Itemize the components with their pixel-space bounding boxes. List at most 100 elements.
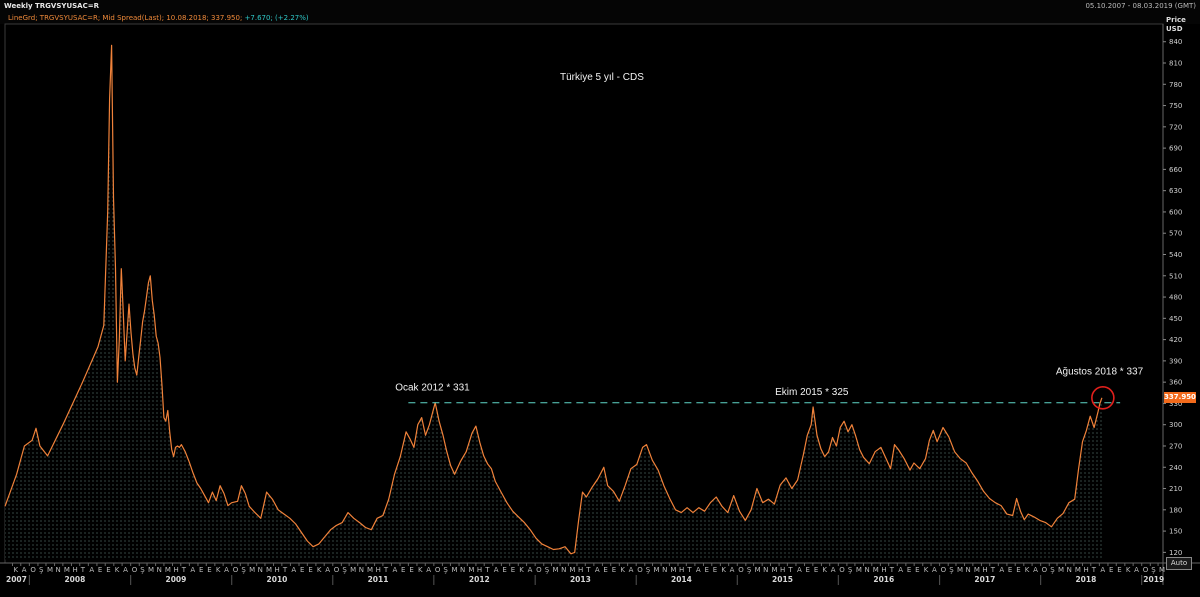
- date-range: 05.10.2007 - 08.03.2019 (GMT): [1085, 2, 1196, 10]
- x-month-label: O: [536, 566, 542, 574]
- x-month-label: E: [704, 566, 708, 574]
- x-month-label: E: [409, 566, 413, 574]
- plot-frame: [0, 23, 1200, 585]
- chart-title: Türkiye 5 yıl - CDS: [560, 72, 644, 83]
- x-month-label: Ş: [646, 566, 651, 574]
- x-month-label: E: [806, 566, 810, 574]
- x-month-label: A: [528, 566, 533, 574]
- x-month-label: E: [98, 566, 102, 574]
- instrument-title: Weekly TRGVSYUSAC=R: [4, 2, 99, 10]
- x-month-label: Ş: [1050, 566, 1055, 574]
- x-month-label: Ş: [443, 566, 448, 574]
- x-month-label: N: [1067, 566, 1072, 574]
- y-tick-label: 720: [1169, 123, 1182, 131]
- x-month-label: T: [686, 566, 692, 574]
- x-month-label: M: [148, 566, 154, 574]
- x-month-label: M: [569, 566, 575, 574]
- x-month-label: Ş: [39, 566, 44, 574]
- x-month-label: K: [1025, 566, 1030, 574]
- x-month-label: O: [30, 566, 36, 574]
- x-month-label: T: [484, 566, 490, 574]
- series-line: [4, 44, 1103, 555]
- x-month-label: O: [132, 566, 138, 574]
- x-month-label: Ş: [747, 566, 752, 574]
- x-month-label: M: [266, 566, 272, 574]
- legend-main: LineGrd; TRGVSYUSAC=R; Mid Spread(Last);…: [8, 14, 243, 22]
- x-year-label: 2015: [772, 575, 793, 584]
- y-tick-label: 360: [1169, 379, 1182, 387]
- x-month-label: A: [898, 566, 903, 574]
- currency-label: USD: [1166, 25, 1183, 33]
- x-month-label: A: [1033, 566, 1038, 574]
- x-month-label: N: [864, 566, 869, 574]
- x-month-label: M: [552, 566, 558, 574]
- x-month-label: H: [72, 566, 77, 574]
- chart-header: Weekly TRGVSYUSAC=R 05.10.2007 - 08.03.2…: [0, 0, 1200, 24]
- x-month-label: H: [780, 566, 785, 574]
- x-year-label: 2019: [1143, 575, 1164, 584]
- x-month-label: A: [831, 566, 836, 574]
- annotation-label: Ekim 2015 * 325: [775, 387, 849, 398]
- x-month-label: N: [966, 566, 971, 574]
- x-month-label: E: [612, 566, 616, 574]
- x-month-label: M: [670, 566, 676, 574]
- series-legend: LineGrd; TRGVSYUSAC=R; Mid Spread(Last);…: [8, 14, 309, 22]
- auto-scale-button[interactable]: Auto: [1166, 557, 1192, 570]
- x-month-label: H: [679, 566, 684, 574]
- x-month-label: T: [181, 566, 187, 574]
- x-month-label: T: [585, 566, 591, 574]
- x-month-label: K: [924, 566, 929, 574]
- x-month-label: A: [89, 566, 94, 574]
- x-year-label: 2009: [165, 575, 186, 584]
- x-month-label: N: [258, 566, 263, 574]
- x-month-label: K: [115, 566, 120, 574]
- x-month-label: Ş: [949, 566, 954, 574]
- series-area: [4, 44, 1103, 560]
- x-month-label: A: [629, 566, 634, 574]
- x-month-label: H: [1083, 566, 1088, 574]
- x-month-label: Ş: [545, 566, 550, 574]
- x-month-label: K: [822, 566, 827, 574]
- x-month-label: E: [713, 566, 717, 574]
- y-tick-label: 480: [1169, 294, 1182, 302]
- x-month-label: H: [477, 566, 482, 574]
- x-month-label: T: [1091, 566, 1097, 574]
- y-tick-label: 450: [1169, 315, 1182, 323]
- y-tick-label: 120: [1169, 549, 1182, 557]
- x-month-label: Ş: [342, 566, 347, 574]
- x-month-label: A: [730, 566, 735, 574]
- x-month-label: E: [511, 566, 515, 574]
- x-month-label: N: [662, 566, 667, 574]
- x-month-label: E: [207, 566, 211, 574]
- series-fill: [5, 45, 1102, 560]
- x-month-label: E: [814, 566, 818, 574]
- x-month-label: H: [376, 566, 381, 574]
- x-month-label: O: [738, 566, 744, 574]
- x-month-label: T: [383, 566, 389, 574]
- x-month-label: A: [494, 566, 499, 574]
- x-month-label: E: [1109, 566, 1113, 574]
- y-tick-label: 750: [1169, 102, 1182, 110]
- x-year-label: 2007: [6, 575, 27, 584]
- x-month-label: A: [932, 566, 937, 574]
- x-month-label: M: [451, 566, 457, 574]
- x-year-label: 2008: [64, 575, 85, 584]
- x-month-label: E: [603, 566, 607, 574]
- x-month-label: N: [157, 566, 162, 574]
- x-month-label: M: [64, 566, 70, 574]
- x-month-label: K: [13, 566, 18, 574]
- x-month-label: N: [763, 566, 768, 574]
- x-month-label: Ş: [848, 566, 853, 574]
- x-month-label: K: [418, 566, 423, 574]
- x-month-label: M: [1075, 566, 1081, 574]
- x-year-label: 2011: [368, 575, 389, 584]
- x-month-label: O: [941, 566, 947, 574]
- x-month-label: M: [367, 566, 373, 574]
- x-month-label: A: [999, 566, 1004, 574]
- x-month-label: K: [721, 566, 726, 574]
- x-month-label: K: [317, 566, 322, 574]
- y-tick-label: 180: [1169, 506, 1182, 514]
- x-month-label: M: [47, 566, 53, 574]
